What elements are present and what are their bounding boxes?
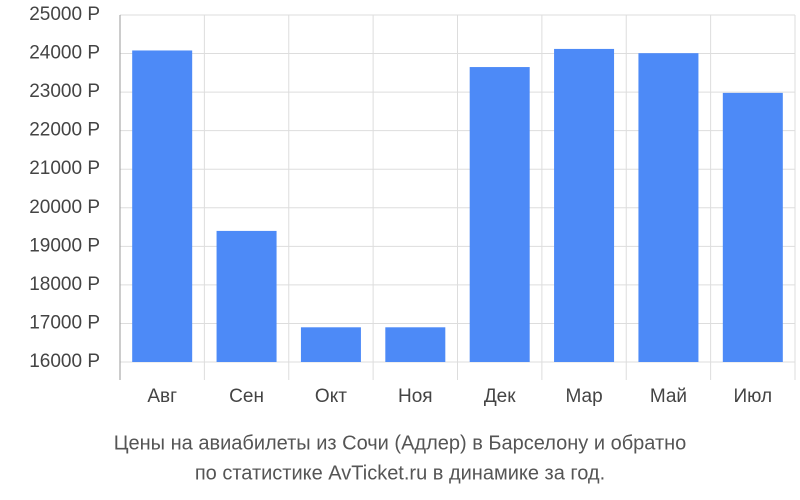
bar xyxy=(722,92,783,362)
y-tick-label: 22000 Р xyxy=(29,120,100,141)
y-tick-label: 21000 Р xyxy=(29,158,100,179)
x-tick-label: Сен xyxy=(229,386,264,407)
x-tick-label: Окт xyxy=(315,386,347,407)
y-tick-label: 20000 Р xyxy=(29,197,100,218)
y-tick-label: 17000 Р xyxy=(29,312,100,333)
y-tick-label: 23000 Р xyxy=(29,81,100,102)
bar xyxy=(216,230,277,362)
bar xyxy=(638,53,699,363)
y-tick-label: 24000 Р xyxy=(29,43,100,64)
x-tick-label: Ноя xyxy=(398,386,433,407)
caption-line: Цены на авиабилеты из Сочи (Адлер) в Бар… xyxy=(114,432,687,454)
y-tick-label: 16000 Р xyxy=(29,351,100,372)
y-tick-label: 25000 Р xyxy=(29,4,100,25)
y-tick-label: 19000 Р xyxy=(29,235,100,256)
bar xyxy=(554,48,615,362)
x-tick-label: Дек xyxy=(484,386,516,407)
bar xyxy=(132,50,193,363)
x-tick-label: Май xyxy=(650,386,687,407)
caption-line: по статистике AvTicket.ru в динамике за … xyxy=(195,462,605,484)
y-tick-label: 18000 Р xyxy=(29,274,100,295)
bar xyxy=(469,67,530,363)
bar xyxy=(385,327,446,362)
bar xyxy=(300,327,361,362)
x-tick-label: Мар xyxy=(565,386,602,407)
x-tick-label: Авг xyxy=(147,386,177,407)
x-tick-label: Июл xyxy=(734,386,773,407)
